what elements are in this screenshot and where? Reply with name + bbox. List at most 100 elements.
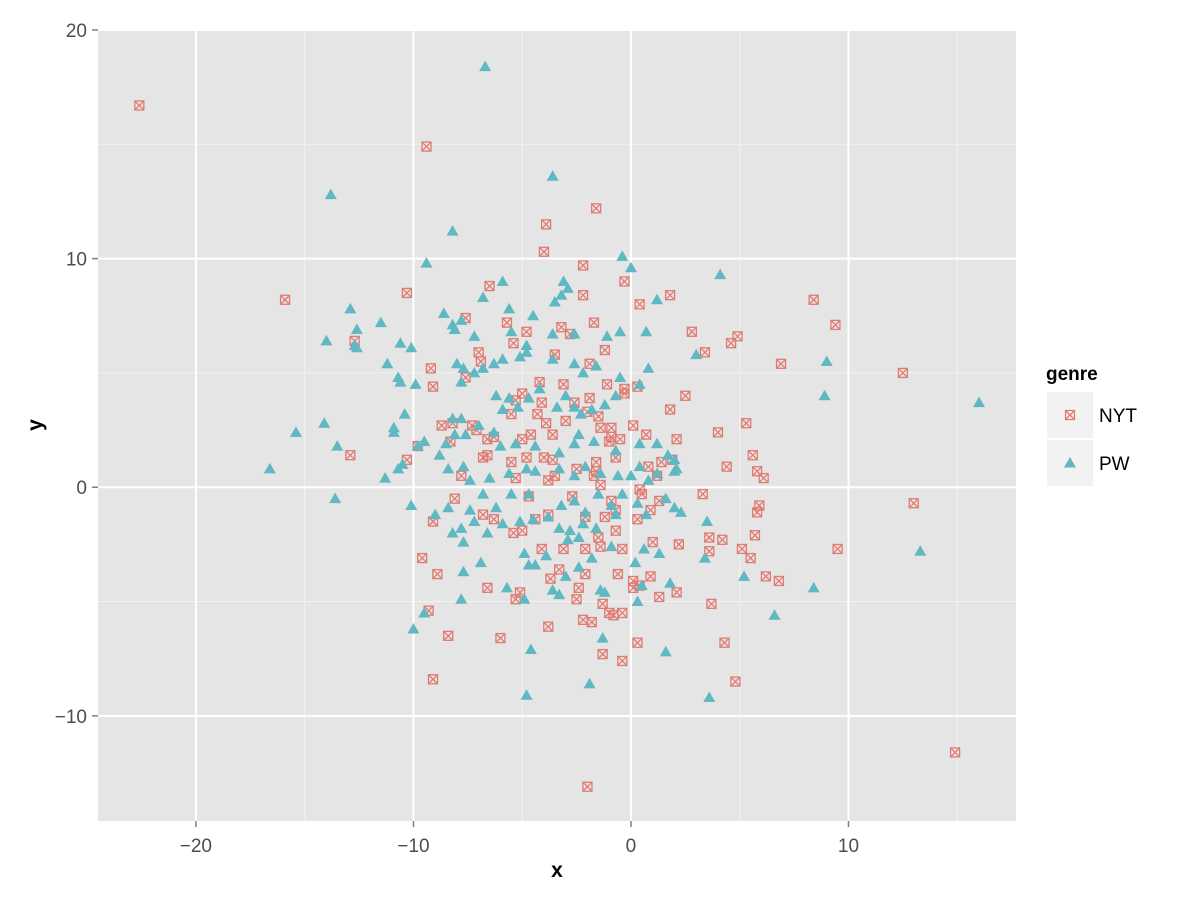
point-pw bbox=[572, 428, 585, 440]
point-pw bbox=[405, 341, 418, 353]
point-pw bbox=[487, 357, 500, 369]
x-tick-label: 10 bbox=[838, 836, 859, 857]
point-pw bbox=[651, 437, 664, 449]
point-nyt bbox=[514, 587, 526, 598]
x-tick-label: −10 bbox=[397, 836, 429, 857]
point-nyt bbox=[345, 450, 356, 461]
point-nyt bbox=[830, 319, 841, 331]
point-nyt bbox=[536, 543, 547, 555]
point-pw bbox=[590, 522, 603, 533]
point-pw bbox=[520, 462, 533, 474]
point-nyt bbox=[632, 637, 643, 648]
point-pw bbox=[614, 371, 627, 382]
point-nyt bbox=[808, 294, 819, 305]
point-pw bbox=[524, 643, 537, 655]
point-pw bbox=[472, 419, 485, 430]
point-pw bbox=[568, 494, 581, 506]
point-nyt bbox=[749, 530, 761, 541]
point-pw bbox=[568, 328, 581, 339]
point-nyt bbox=[671, 587, 682, 598]
point-pw bbox=[668, 465, 681, 476]
point-pw bbox=[446, 225, 459, 236]
point-nyt bbox=[591, 203, 602, 214]
point-pw bbox=[477, 488, 490, 499]
point-pw bbox=[429, 508, 442, 520]
point-pw bbox=[479, 60, 492, 72]
point-nyt bbox=[634, 299, 645, 310]
point-nyt bbox=[680, 390, 691, 401]
point-nyt bbox=[617, 655, 628, 667]
point-pw bbox=[703, 691, 716, 703]
point-pw bbox=[664, 577, 677, 588]
point-nyt bbox=[560, 415, 571, 427]
legend-label-pw: PW bbox=[1099, 454, 1130, 475]
legend-label-nyt: NYT bbox=[1099, 406, 1137, 427]
point-nyt bbox=[540, 418, 552, 429]
legend: genre NYT PW bbox=[1046, 364, 1137, 486]
point-pw bbox=[490, 501, 503, 513]
point-nyt bbox=[595, 422, 606, 433]
point-pw bbox=[561, 282, 574, 293]
point-pw bbox=[640, 508, 653, 520]
point-pw bbox=[437, 307, 450, 318]
point-pw bbox=[738, 570, 751, 581]
point-pw bbox=[448, 428, 461, 440]
point-nyt bbox=[456, 470, 467, 481]
point-nyt bbox=[506, 456, 517, 468]
point-nyt bbox=[538, 246, 550, 257]
point-pw bbox=[487, 426, 500, 437]
point-nyt bbox=[545, 573, 556, 584]
point-pw bbox=[446, 412, 459, 424]
y-tick-label: 10 bbox=[66, 250, 87, 271]
point-pw bbox=[542, 510, 555, 522]
point-pw bbox=[527, 513, 540, 524]
point-pw bbox=[616, 488, 629, 499]
point-pw bbox=[420, 257, 433, 268]
point-nyt bbox=[517, 388, 528, 399]
point-pw bbox=[481, 526, 494, 538]
point-nyt bbox=[536, 397, 547, 408]
point-nyt bbox=[521, 326, 532, 337]
point-pw bbox=[553, 462, 566, 474]
point-pw bbox=[518, 593, 531, 604]
point-nyt bbox=[482, 450, 493, 461]
point-pw bbox=[546, 353, 559, 364]
point-pw bbox=[568, 469, 581, 481]
point-pw bbox=[616, 250, 629, 261]
point-pw bbox=[659, 645, 672, 657]
point-pw bbox=[572, 531, 585, 543]
point-nyt bbox=[597, 598, 608, 609]
point-pw bbox=[546, 584, 559, 595]
point-pw bbox=[674, 506, 687, 517]
point-pw bbox=[405, 499, 418, 511]
point-pw bbox=[568, 437, 581, 449]
x-tick-label: −20 bbox=[180, 836, 212, 857]
point-pw bbox=[457, 460, 470, 472]
point-nyt bbox=[754, 500, 765, 511]
point-nyt bbox=[488, 514, 500, 525]
point-nyt bbox=[508, 527, 519, 539]
point-nyt bbox=[619, 388, 630, 399]
point-nyt bbox=[619, 276, 630, 287]
point-pw bbox=[381, 357, 394, 369]
point-nyt bbox=[525, 429, 537, 440]
point-pw bbox=[455, 593, 468, 604]
point-pw bbox=[768, 609, 781, 620]
point-pw bbox=[640, 325, 653, 337]
point-pw bbox=[585, 403, 598, 414]
point-pw bbox=[598, 586, 611, 597]
point-pw bbox=[579, 506, 592, 517]
point-nyt bbox=[501, 317, 513, 328]
point-nyt bbox=[949, 747, 961, 758]
point-pw bbox=[442, 501, 455, 513]
point-nyt bbox=[604, 436, 615, 447]
point-nyt bbox=[584, 392, 595, 404]
point-nyt bbox=[477, 509, 489, 520]
point-nyt bbox=[580, 543, 591, 555]
point-nyt bbox=[664, 290, 676, 301]
legend-title: genre bbox=[1046, 364, 1098, 385]
point-pw bbox=[564, 524, 577, 536]
point-nyt bbox=[556, 322, 567, 333]
point-nyt bbox=[773, 575, 785, 587]
point-pw bbox=[433, 449, 446, 460]
